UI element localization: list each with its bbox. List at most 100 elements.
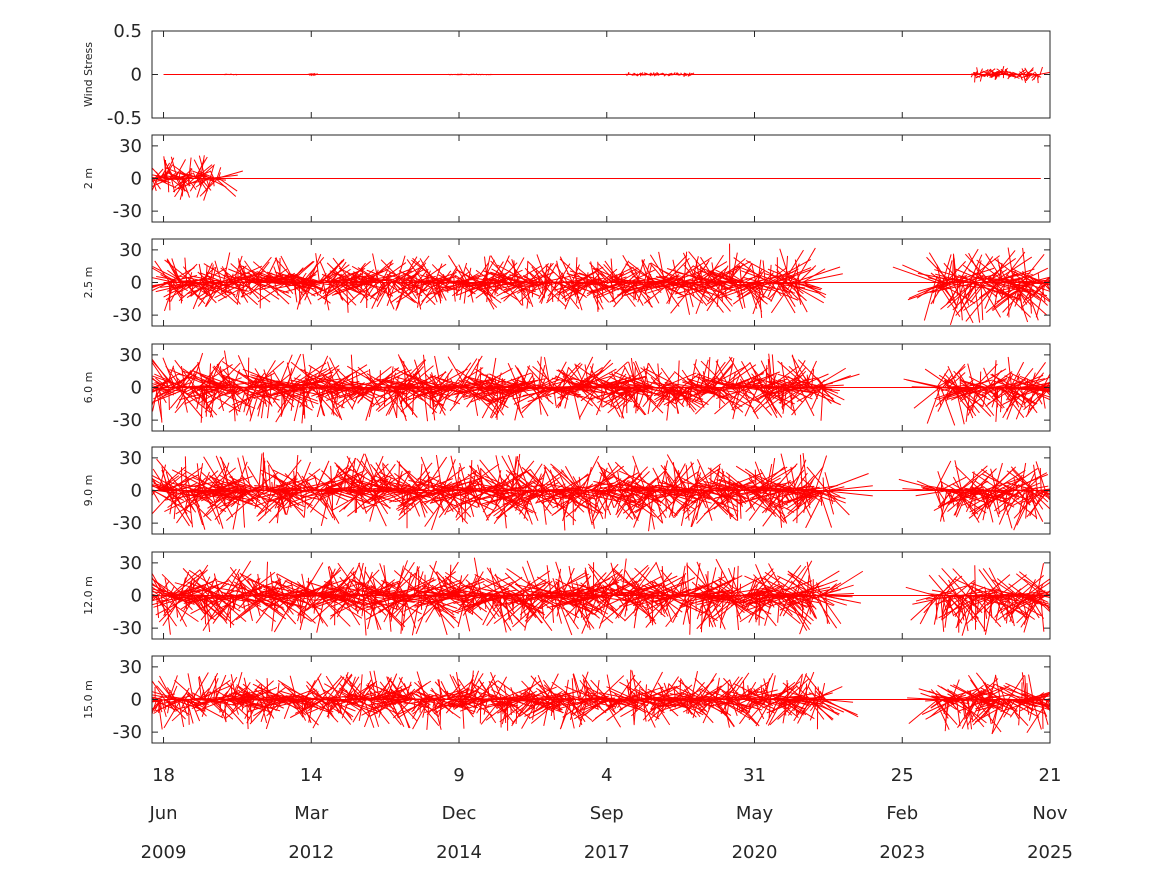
stick bbox=[298, 461, 311, 491]
y-tick-label: 30 bbox=[119, 136, 142, 157]
stick bbox=[319, 282, 325, 294]
stick bbox=[362, 490, 411, 510]
stick bbox=[261, 595, 288, 612]
stick bbox=[709, 282, 728, 288]
stick bbox=[238, 595, 251, 609]
stick bbox=[752, 282, 765, 315]
stick bbox=[230, 595, 264, 624]
stick bbox=[179, 482, 197, 491]
stick bbox=[198, 155, 206, 179]
stick bbox=[469, 591, 494, 596]
stick bbox=[960, 279, 973, 283]
stick bbox=[602, 379, 623, 388]
stick bbox=[705, 254, 724, 283]
stick bbox=[580, 387, 599, 402]
stick bbox=[673, 490, 697, 518]
stick bbox=[387, 595, 392, 632]
stick bbox=[191, 476, 224, 491]
stick bbox=[543, 490, 577, 522]
stick bbox=[385, 282, 416, 304]
stick bbox=[192, 178, 210, 184]
stick bbox=[585, 490, 609, 501]
stick bbox=[780, 453, 791, 491]
stick bbox=[355, 371, 359, 388]
stick bbox=[731, 387, 751, 411]
stick bbox=[245, 278, 260, 283]
stick bbox=[335, 465, 363, 491]
stick bbox=[647, 372, 663, 388]
stick bbox=[746, 484, 788, 491]
stick bbox=[934, 269, 978, 283]
stick bbox=[336, 384, 350, 388]
stick bbox=[765, 490, 777, 513]
stick bbox=[534, 473, 542, 491]
stick bbox=[745, 490, 784, 502]
stick bbox=[747, 282, 758, 309]
stick bbox=[1042, 372, 1050, 388]
stick bbox=[406, 279, 429, 283]
stick bbox=[793, 382, 815, 388]
stick bbox=[155, 176, 169, 179]
stick bbox=[411, 595, 421, 636]
stick bbox=[623, 365, 637, 388]
stick bbox=[800, 474, 816, 491]
stick bbox=[665, 383, 684, 388]
stick bbox=[312, 595, 346, 606]
stick bbox=[822, 477, 825, 491]
stick bbox=[1001, 487, 1009, 491]
stick bbox=[418, 263, 447, 283]
stick bbox=[729, 490, 761, 499]
stick bbox=[623, 387, 654, 398]
stick bbox=[607, 387, 638, 414]
stick bbox=[959, 381, 970, 388]
y-tick-label: -30 bbox=[113, 305, 142, 326]
stick bbox=[339, 387, 386, 398]
stick bbox=[960, 282, 969, 305]
stick bbox=[937, 471, 945, 491]
stick bbox=[201, 172, 216, 179]
stick bbox=[1017, 387, 1038, 414]
stick bbox=[999, 490, 1025, 503]
stick bbox=[644, 468, 668, 491]
stick bbox=[826, 490, 835, 515]
stick bbox=[367, 595, 376, 630]
stick bbox=[593, 267, 627, 283]
stick bbox=[796, 490, 799, 524]
stick bbox=[283, 282, 294, 294]
stick bbox=[974, 363, 998, 388]
stick bbox=[545, 264, 566, 283]
stick bbox=[976, 275, 989, 283]
stick bbox=[557, 387, 569, 409]
stick bbox=[441, 270, 452, 283]
stick bbox=[326, 385, 341, 388]
stick bbox=[499, 282, 521, 286]
stick bbox=[522, 387, 570, 397]
stick bbox=[969, 490, 1011, 513]
stick bbox=[365, 595, 387, 616]
stick bbox=[485, 490, 508, 521]
stick bbox=[555, 264, 568, 283]
stick bbox=[544, 490, 559, 511]
stick bbox=[209, 586, 262, 596]
stick bbox=[688, 251, 715, 283]
stick bbox=[804, 466, 824, 491]
stick bbox=[561, 363, 583, 388]
y-tick-label: -30 bbox=[113, 410, 142, 431]
stick bbox=[941, 490, 957, 518]
stick bbox=[632, 279, 644, 283]
stick bbox=[335, 490, 343, 506]
stick bbox=[381, 259, 393, 283]
stick bbox=[947, 282, 975, 309]
stick bbox=[568, 565, 575, 596]
stick bbox=[680, 72, 683, 75]
stick bbox=[219, 387, 243, 397]
stick bbox=[386, 282, 396, 296]
stick bbox=[247, 578, 290, 596]
stick bbox=[182, 266, 196, 283]
stick bbox=[632, 455, 646, 491]
stick bbox=[1027, 71, 1032, 75]
y-tick-label: -30 bbox=[113, 201, 142, 222]
stick bbox=[1039, 66, 1043, 75]
stick bbox=[645, 72, 649, 75]
stick bbox=[748, 490, 763, 496]
